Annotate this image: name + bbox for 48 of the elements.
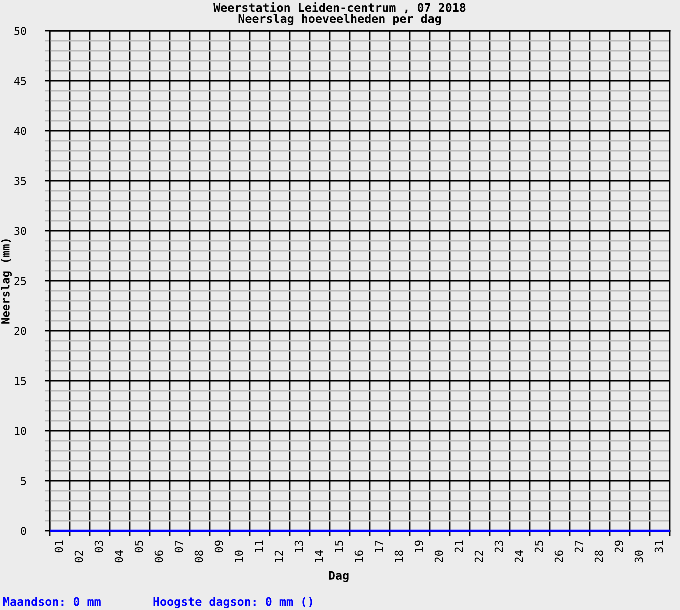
x-tick-label: 29 <box>614 540 624 553</box>
x-tick-label: 10 <box>234 550 244 562</box>
chart-subtitle: Neerslag hoeveelheden per dag <box>238 14 442 26</box>
x-tick-label: 06 <box>154 550 164 563</box>
x-tick-label: 04 <box>114 550 124 563</box>
x-tick-label: 30 <box>634 550 644 563</box>
x-tick-label: 26 <box>554 550 564 563</box>
x-tick-label: 17 <box>374 540 384 552</box>
x-tick-label: 22 <box>474 550 484 563</box>
y-tick-label: 50 <box>14 27 26 36</box>
x-axis-title: Dag <box>329 571 349 582</box>
y-tick-label: 25 <box>14 277 26 286</box>
y-tick-label: 10 <box>15 427 26 436</box>
x-tick-label: 19 <box>414 540 424 552</box>
x-tick-label: 02 <box>74 550 84 563</box>
x-tick-label: 11 <box>254 540 264 552</box>
x-tick-label: 27 <box>574 540 584 553</box>
x-tick-label: 13 <box>294 540 304 552</box>
y-tick-label: 0 <box>21 527 26 536</box>
x-tick-label: 24 <box>514 550 524 563</box>
x-tick-label: 20 <box>434 550 444 563</box>
x-tick-label: 07 <box>174 540 184 553</box>
y-tick-label: 40 <box>14 127 26 136</box>
x-tick-label: 23 <box>494 540 504 553</box>
x-tick-label: 03 <box>94 540 104 553</box>
x-tick-label: 05 <box>134 540 144 553</box>
y-tick-label: 30 <box>14 227 26 236</box>
text: Hoogste dagson: 0 mm () <box>154 597 312 608</box>
chart-title: Weerstation Leiden-centrum , 07 2018 <box>214 2 466 14</box>
x-tick-label: 08 <box>194 550 204 563</box>
x-tick-label: 21 <box>454 540 464 553</box>
y-tick-label: 35 <box>14 177 26 186</box>
x-tick-label: 18 <box>394 550 404 562</box>
x-tick-label: 12 <box>274 550 284 562</box>
x-tick-label: 28 <box>594 550 604 563</box>
y-axis-title: Neerslag (mm) <box>1 240 12 324</box>
x-tick-label: 14 <box>314 550 324 562</box>
x-tick-label: 09 <box>214 540 224 553</box>
x-tick-label: 16 <box>354 550 364 562</box>
y-tick-label: 20 <box>14 327 26 336</box>
y-tick-label: 15 <box>15 377 26 386</box>
y-tick-label: 45 <box>14 77 26 86</box>
x-tick-label: 01 <box>54 540 64 553</box>
y-tick-label: 5 <box>21 477 26 486</box>
x-tick-label: 25 <box>534 540 544 553</box>
text: Maandson: 0 mm <box>3 597 101 606</box>
x-tick-label: 31 <box>654 540 664 553</box>
x-tick-label: 15 <box>334 540 344 552</box>
